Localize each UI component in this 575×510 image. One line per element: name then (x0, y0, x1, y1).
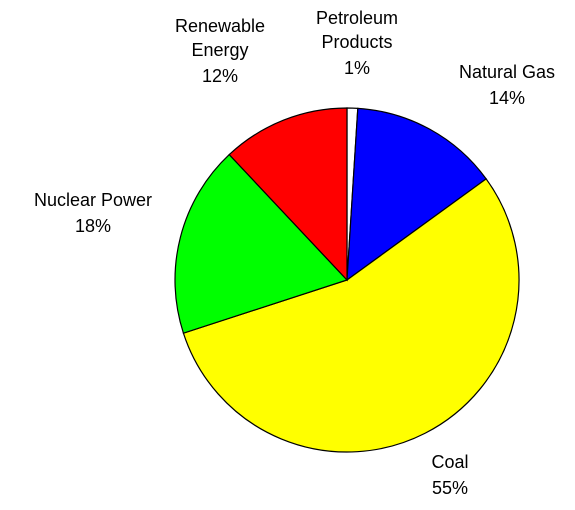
value-label: 12% (201, 66, 239, 86)
category-label: Natural Gas (458, 62, 556, 82)
slice-label: Coal 55% (400, 450, 500, 500)
slice-label: Renewable Energy 12% (165, 14, 275, 88)
slice-label: Petroleum Products 1% (302, 6, 412, 80)
pie-slice (228, 107, 348, 282)
category-label: Coal (431, 452, 469, 472)
value-label: 18% (74, 216, 112, 236)
pie-slice (182, 178, 520, 453)
value-label: 14% (488, 88, 526, 108)
pie-slice (346, 107, 487, 282)
value-label: 55% (431, 478, 469, 498)
pie-slice (174, 153, 349, 334)
slice-label: Nuclear Power 18% (3, 188, 183, 238)
slice-label: Natural Gas 14% (437, 60, 575, 110)
value-label: 1% (343, 58, 370, 78)
category-label: Nuclear Power (33, 190, 153, 210)
category-label: Petroleum Products (315, 8, 399, 52)
category-label: Renewable Energy (174, 16, 266, 60)
